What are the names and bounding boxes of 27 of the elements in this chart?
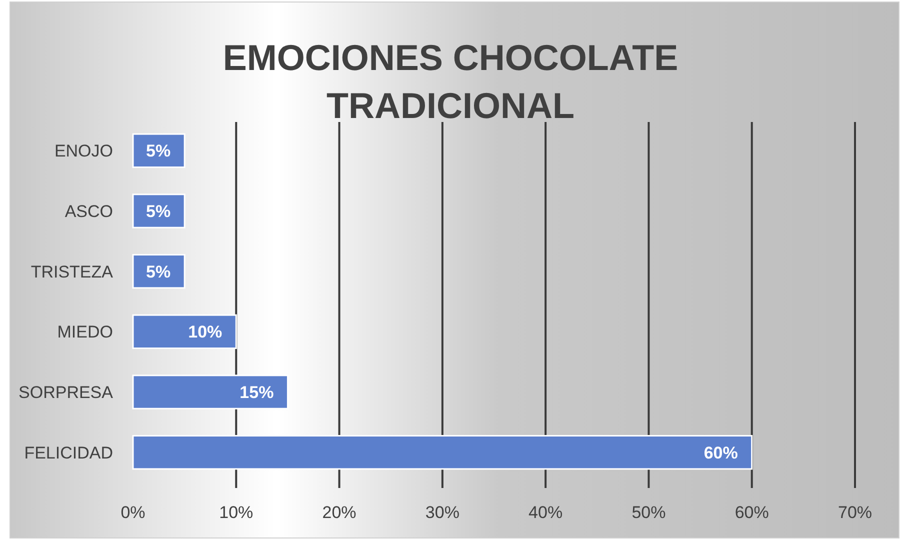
data-label: 15% [240,383,274,402]
bar [132,254,186,289]
x-tick-label: 30% [425,503,460,522]
data-label: 5% [146,142,171,161]
y-tick-label: TRISTEZA [30,262,114,282]
y-tick-label: ASCO [64,202,113,221]
x-tick-label: 0% [120,503,146,522]
data-label: 10% [188,322,222,342]
bar [132,374,288,410]
data-label: 5% [146,202,171,221]
bar [132,194,186,228]
data-label: 60% [704,443,738,462]
bar [132,435,753,470]
x-tick-label: 20% [322,503,356,522]
bar [132,314,237,350]
x-tick-label: 70% [838,503,872,522]
chart-title: EMOCIONES CHOCOLATE TRADICIONAL [222,37,678,126]
y-tick-label: ENOJO [54,142,113,161]
x-tick-label: 50% [632,503,666,522]
y-tick-label: SORPRESA [18,383,114,402]
y-tick-label: FELICIDAD [24,443,113,462]
x-tick-label: 10% [219,503,254,522]
y-tick-label: MIEDO [57,322,113,342]
data-label: 5% [146,262,171,282]
x-tick-label: 40% [528,503,563,522]
bar [132,133,186,168]
x-tick-label: 60% [734,503,769,522]
